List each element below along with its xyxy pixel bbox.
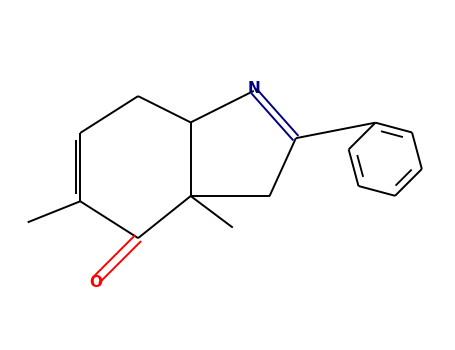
Text: N: N — [248, 81, 260, 96]
Text: O: O — [90, 275, 102, 290]
